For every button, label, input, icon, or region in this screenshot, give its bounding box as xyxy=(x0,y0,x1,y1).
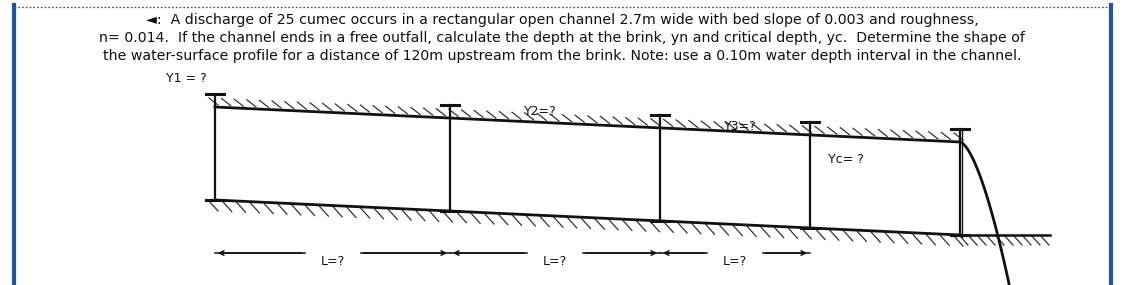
Text: L=?: L=? xyxy=(723,255,747,268)
Text: Y2=?: Y2=? xyxy=(523,105,557,118)
Text: ◄:  A discharge of 25 cumec occurs in a rectangular open channel 2.7m wide with : ◄: A discharge of 25 cumec occurs in a r… xyxy=(145,13,979,27)
Text: Y3=?: Y3=? xyxy=(723,121,756,133)
Text: the water-surface profile for a distance of 120m upstream from the brink. Note: : the water-surface profile for a distance… xyxy=(102,49,1022,63)
Text: L=?: L=? xyxy=(321,255,344,268)
Text: n= 0.014.  If the channel ends in a free outfall, calculate the depth at the bri: n= 0.014. If the channel ends in a free … xyxy=(99,31,1025,45)
Text: Yc= ?: Yc= ? xyxy=(828,153,864,166)
Text: Y1 = ?: Y1 = ? xyxy=(166,72,207,85)
Text: L=?: L=? xyxy=(543,255,567,268)
